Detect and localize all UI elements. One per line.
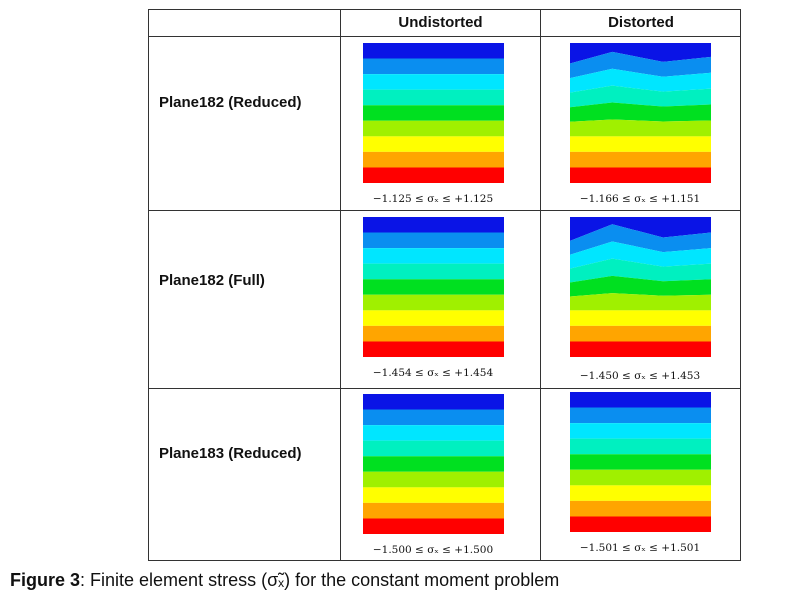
row-label: Plane182 (Reduced) — [159, 94, 302, 111]
contour-band — [570, 341, 711, 357]
contour-band — [570, 325, 711, 342]
contour-band — [363, 325, 504, 342]
contour-band — [570, 500, 711, 517]
results-table: Undistorted Distorted Plane182 (Reduced)… — [148, 9, 741, 561]
stress-range: −1.500 ≤ σₓ ≤ +1.500 — [372, 544, 494, 556]
contour-plot — [570, 392, 711, 532]
contour-band — [570, 438, 711, 455]
contour-band — [570, 102, 711, 122]
stress-range: −1.501 ≤ σₓ ≤ +1.501 — [579, 542, 701, 554]
contour-band — [363, 394, 504, 410]
contour-band — [570, 136, 711, 152]
contour-band — [570, 43, 711, 64]
contour-band — [363, 341, 504, 357]
contour-band — [363, 502, 504, 519]
contour-plot — [363, 217, 504, 357]
contour-band — [570, 516, 711, 532]
contour-band — [363, 232, 504, 249]
contour-band — [570, 454, 711, 470]
contour-band — [363, 167, 504, 183]
contour-plot — [363, 394, 504, 534]
figure-caption-text: : Finite element stress (σ̃ₓ) for the co… — [80, 570, 560, 590]
contour-plot — [570, 217, 711, 357]
stress-range: −1.454 ≤ σₓ ≤ +1.454 — [372, 367, 494, 379]
contour-band — [570, 85, 711, 108]
contour-band — [363, 89, 504, 106]
figure-caption: Figure 3: Finite element stress (σ̃ₓ) fo… — [10, 570, 559, 591]
contour-band — [363, 294, 504, 311]
contour-band — [570, 224, 711, 255]
contour-plot — [570, 43, 711, 183]
header-distorted: Distorted — [608, 14, 674, 31]
contour-band — [363, 248, 504, 264]
contour-band — [570, 423, 711, 439]
contour-band — [363, 43, 504, 59]
contour-band — [570, 392, 711, 408]
contour-band — [570, 407, 711, 424]
contour-band — [570, 258, 711, 283]
contour-band — [570, 310, 711, 326]
contour-band — [363, 58, 504, 75]
contour-band — [570, 68, 711, 93]
contour-band — [363, 263, 504, 280]
row-label: Plane182 (Full) — [159, 272, 265, 289]
header-undistorted: Undistorted — [398, 14, 483, 31]
contour-band — [570, 51, 711, 79]
contour-band — [363, 471, 504, 488]
contour-band — [363, 279, 504, 295]
figure-label: Figure 3 — [10, 570, 81, 590]
contour-band — [363, 440, 504, 457]
contour-band — [363, 136, 504, 152]
contour-band — [570, 485, 711, 501]
stress-range: −1.166 ≤ σₓ ≤ +1.151 — [579, 193, 701, 205]
contour-band — [363, 425, 504, 441]
contour-band — [570, 469, 711, 486]
contour-band — [363, 120, 504, 137]
contour-band — [570, 119, 711, 137]
contour-band — [363, 518, 504, 534]
contour-band — [570, 217, 711, 241]
contour-band — [570, 167, 711, 183]
contour-band — [363, 487, 504, 503]
contour-band — [570, 293, 711, 311]
contour-band — [570, 241, 711, 269]
contour-band — [363, 74, 504, 90]
contour-band — [363, 151, 504, 168]
contour-band — [570, 275, 711, 297]
contour-band — [363, 217, 504, 233]
contour-plot — [363, 43, 504, 183]
contour-band — [363, 105, 504, 121]
stress-range: −1.125 ≤ σₓ ≤ +1.125 — [372, 193, 494, 205]
contour-band — [363, 310, 504, 326]
contour-band — [570, 151, 711, 168]
contour-band — [363, 409, 504, 426]
contour-band — [363, 456, 504, 472]
stress-range: −1.450 ≤ σₓ ≤ +1.453 — [579, 370, 701, 382]
row-label: Plane183 (Reduced) — [159, 445, 302, 462]
